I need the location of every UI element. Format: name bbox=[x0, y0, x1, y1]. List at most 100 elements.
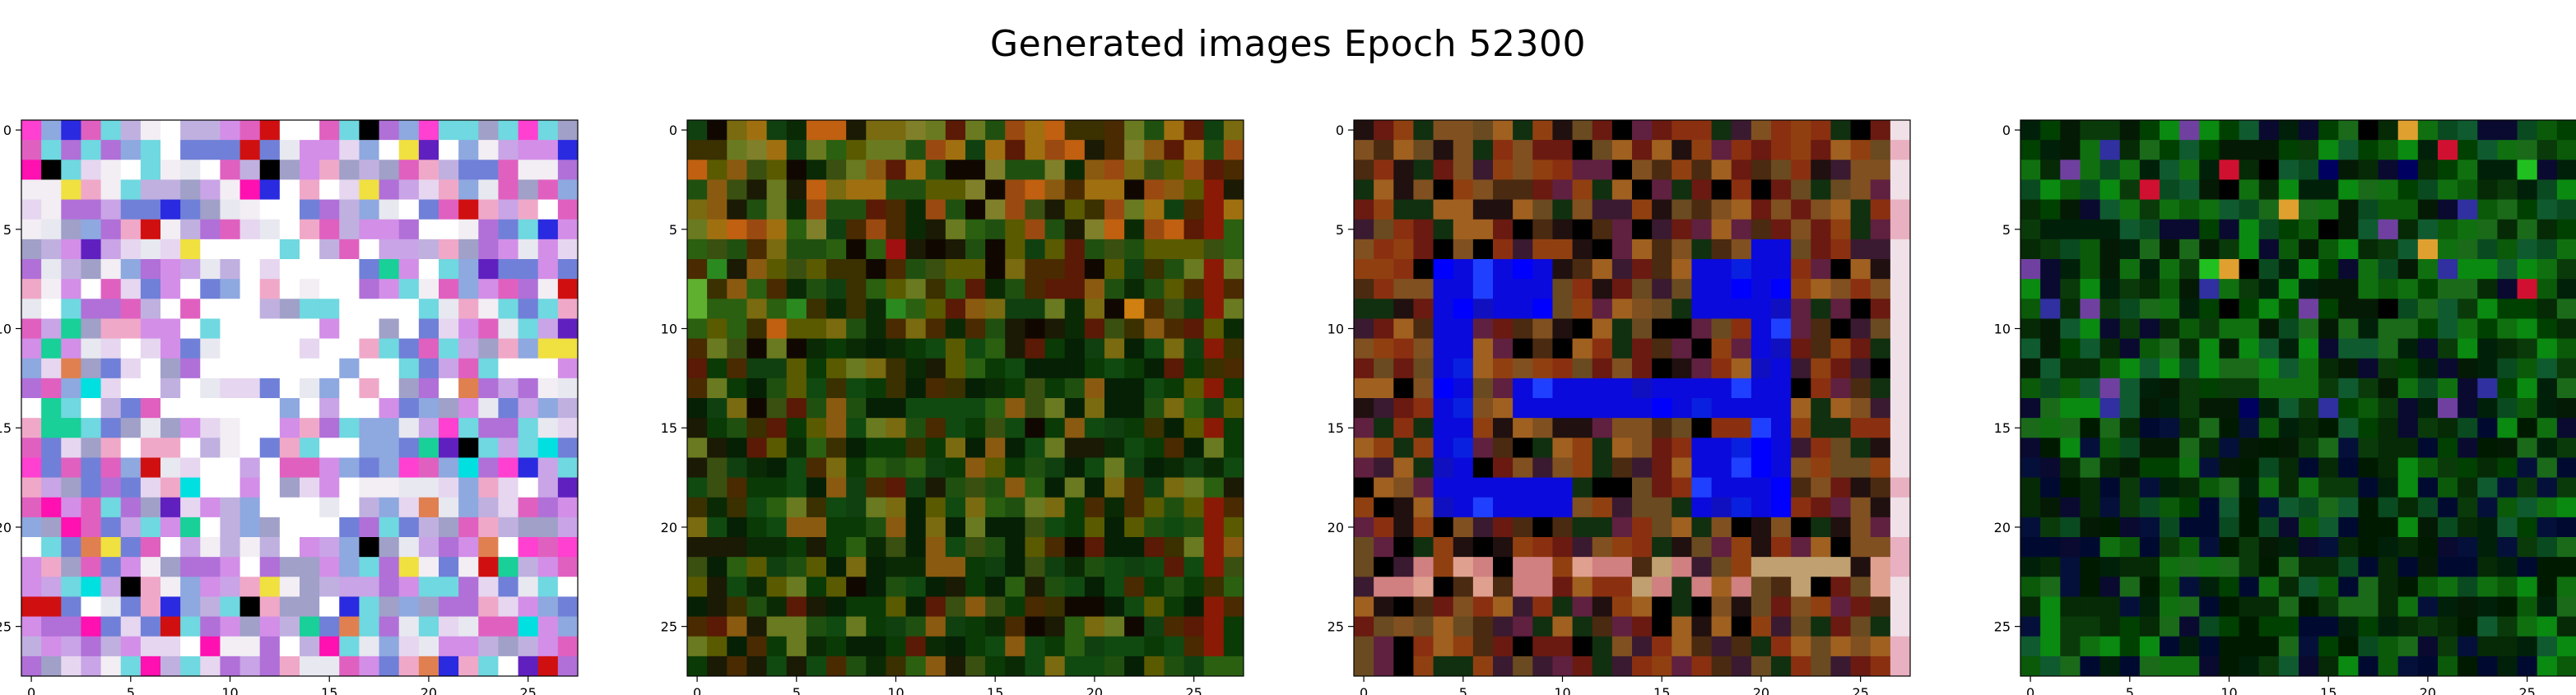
pixel-cell bbox=[1652, 398, 1672, 419]
pixel-cell bbox=[259, 358, 281, 379]
pixel-cell bbox=[2477, 239, 2498, 260]
pixel-cell bbox=[1870, 239, 1891, 260]
pixel-cell bbox=[1354, 318, 1374, 339]
pixel-cell bbox=[1183, 457, 1205, 478]
pixel-cell bbox=[518, 120, 539, 141]
pixel-cell bbox=[239, 318, 261, 339]
pixel-cell bbox=[687, 596, 708, 617]
pixel-cell bbox=[1751, 179, 1772, 200]
pixel-cell bbox=[1044, 179, 1066, 200]
pixel-cell bbox=[1611, 279, 1633, 299]
pixel-cell bbox=[1453, 299, 1474, 319]
pixel-cell bbox=[925, 199, 946, 220]
pixel-cell bbox=[2497, 318, 2518, 339]
pixel-cell bbox=[2099, 398, 2121, 419]
pixel-cell bbox=[1104, 179, 1125, 200]
pixel-cell bbox=[965, 120, 986, 141]
pixel-cell bbox=[1044, 279, 1066, 299]
pixel-cell bbox=[846, 517, 867, 538]
pixel-cell bbox=[339, 378, 360, 399]
pixel-cell bbox=[418, 557, 439, 577]
pixel-cell bbox=[2318, 279, 2339, 299]
pixel-cell bbox=[1124, 179, 1145, 200]
pixel-cell bbox=[537, 160, 559, 180]
pixel-cell bbox=[2417, 318, 2439, 339]
pixel-cell bbox=[2378, 398, 2399, 419]
pixel-cell bbox=[518, 636, 539, 657]
pixel-cell bbox=[2060, 398, 2081, 419]
pixel-cell bbox=[2299, 179, 2319, 200]
pixel-cell bbox=[1124, 140, 1145, 160]
pixel-cell bbox=[1811, 517, 1831, 538]
pixel-cell bbox=[707, 517, 728, 538]
pixel-cell bbox=[180, 636, 201, 657]
pixel-cell bbox=[259, 398, 281, 419]
pixel-cell bbox=[925, 557, 946, 577]
pixel-cell bbox=[766, 160, 788, 180]
pixel-cell bbox=[2258, 596, 2280, 617]
pixel-cell bbox=[259, 219, 281, 240]
pixel-cell bbox=[2179, 577, 2200, 597]
pixel-cell bbox=[727, 338, 747, 359]
pixel-cell bbox=[1791, 219, 1811, 240]
pixel-cell bbox=[786, 160, 807, 180]
pixel-cell bbox=[2358, 616, 2378, 637]
pixel-cell bbox=[2477, 517, 2498, 538]
pixel-cell bbox=[1064, 596, 1086, 617]
pixel-cell bbox=[2139, 616, 2160, 637]
pixel-cell bbox=[220, 120, 240, 141]
pixel-cell bbox=[1572, 259, 1593, 280]
pixel-cell bbox=[2556, 239, 2576, 260]
pixel-cell bbox=[1005, 418, 1025, 438]
pixel-cell bbox=[786, 398, 807, 419]
pixel-cell bbox=[537, 398, 559, 419]
pixel-cell bbox=[2536, 557, 2558, 577]
pixel-cell bbox=[2517, 299, 2538, 319]
pixel-cell bbox=[1203, 616, 1225, 637]
x-tick-label: 10 bbox=[1554, 685, 1570, 695]
pixel-cell bbox=[1611, 318, 1633, 339]
pixel-cell bbox=[1453, 557, 1474, 577]
pixel-cell bbox=[100, 616, 122, 637]
pixel-cell bbox=[1572, 199, 1593, 220]
pixel-cell bbox=[707, 596, 728, 617]
pixel-cell bbox=[2517, 120, 2538, 141]
pixel-cell bbox=[2358, 358, 2378, 379]
pixel-cell bbox=[2397, 616, 2419, 637]
pixel-cell bbox=[1691, 239, 1712, 260]
pixel-cell bbox=[2139, 299, 2160, 319]
pixel-cell bbox=[41, 318, 62, 339]
pixel-cell bbox=[1472, 596, 1494, 617]
pixel-cell bbox=[727, 199, 747, 220]
pixel-cell bbox=[905, 636, 927, 657]
pixel-grid bbox=[21, 120, 579, 677]
pixel-cell bbox=[2258, 338, 2280, 359]
pixel-cell bbox=[1413, 378, 1434, 399]
pixel-cell bbox=[1652, 616, 1672, 637]
pixel-cell bbox=[1691, 517, 1712, 538]
pixel-cell bbox=[557, 537, 579, 558]
pixel-cell bbox=[21, 259, 42, 280]
pixel-cell bbox=[1811, 557, 1831, 577]
pixel-cell bbox=[140, 596, 161, 617]
pixel-cell bbox=[806, 517, 827, 538]
pixel-cell bbox=[866, 438, 886, 458]
pixel-cell bbox=[100, 378, 122, 399]
pixel-cell bbox=[2417, 338, 2439, 359]
pixel-cell bbox=[418, 616, 439, 637]
pixel-cell bbox=[2497, 358, 2518, 379]
pixel-cell bbox=[1203, 537, 1225, 558]
pixel-cell bbox=[1691, 378, 1712, 399]
pixel-cell bbox=[1084, 616, 1105, 637]
pixel-cell bbox=[1144, 438, 1165, 458]
pixel-cell bbox=[200, 438, 221, 458]
pixel-cell bbox=[1005, 318, 1025, 339]
pixel-cell bbox=[2457, 477, 2478, 498]
pixel-cell bbox=[846, 318, 867, 339]
pixel-cell bbox=[1870, 279, 1891, 299]
pixel-cell bbox=[239, 358, 261, 379]
pixel-cell bbox=[1572, 120, 1593, 141]
pixel-cell bbox=[1025, 259, 1045, 280]
pixel-cell bbox=[945, 299, 966, 319]
pixel-cell bbox=[339, 259, 360, 280]
